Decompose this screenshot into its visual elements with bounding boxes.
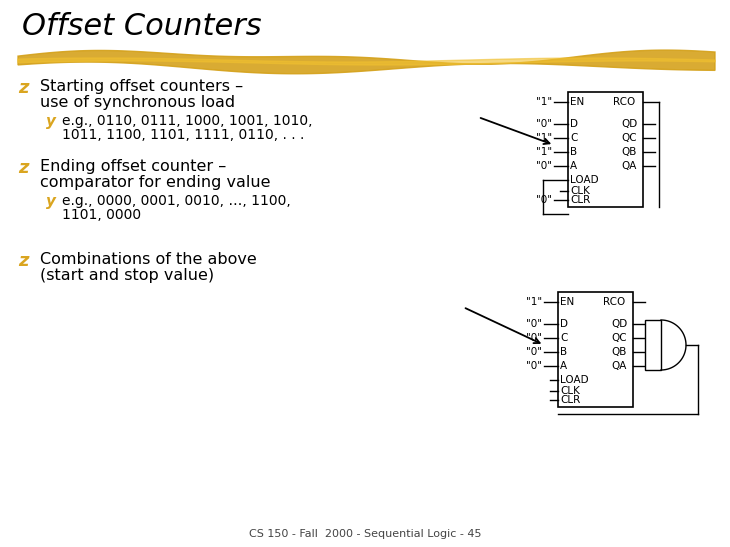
Text: C: C: [570, 133, 577, 143]
Polygon shape: [18, 58, 715, 65]
Text: "0": "0": [536, 195, 552, 205]
Bar: [568, 92, 643, 207]
Text: LOAD: LOAD: [570, 175, 599, 185]
Text: A: A: [570, 161, 577, 171]
Text: e.g., 0000, 0001, 0010, …, 1100,: e.g., 0000, 0001, 0010, …, 1100,: [62, 194, 291, 208]
Text: e.g., 0110, 0111, 1000, 1001, 1010,: e.g., 0110, 0111, 1000, 1001, 1010,: [62, 114, 312, 128]
Text: EN: EN: [570, 97, 584, 107]
Text: Starting offset counters –: Starting offset counters –: [40, 79, 243, 94]
Text: QC: QC: [621, 133, 637, 143]
Text: CLR: CLR: [570, 195, 591, 205]
Text: CS 150 - Fall  2000 - Sequential Logic - 45: CS 150 - Fall 2000 - Sequential Logic - …: [249, 529, 481, 539]
Text: 1011, 1100, 1101, 1111, 0110, . . .: 1011, 1100, 1101, 1111, 0110, . . .: [62, 128, 304, 142]
Text: D: D: [560, 319, 568, 329]
Text: Offset Counters: Offset Counters: [22, 12, 261, 41]
Text: CLK: CLK: [570, 186, 590, 196]
Text: (start and stop value): (start and stop value): [40, 268, 214, 283]
Text: "0": "0": [526, 333, 542, 343]
Text: B: B: [560, 347, 567, 357]
Text: EN: EN: [560, 297, 575, 307]
Text: "0": "0": [536, 161, 552, 171]
Text: "0": "0": [526, 361, 542, 371]
Text: z: z: [18, 79, 28, 97]
Text: "0": "0": [526, 319, 542, 329]
Text: A: A: [560, 361, 567, 371]
Text: QD: QD: [621, 119, 637, 129]
Text: QD: QD: [611, 319, 627, 329]
Text: Combinations of the above: Combinations of the above: [40, 252, 257, 267]
Text: B: B: [570, 147, 577, 157]
Text: "1": "1": [526, 297, 542, 307]
Text: y: y: [46, 114, 56, 129]
Text: "0": "0": [536, 119, 552, 129]
Polygon shape: [18, 50, 715, 74]
Text: y: y: [46, 194, 56, 209]
Text: QA: QA: [621, 161, 637, 171]
Text: "1": "1": [536, 133, 552, 143]
Text: use of synchronous load: use of synchronous load: [40, 95, 235, 110]
Bar: [645, 320, 661, 370]
Text: LOAD: LOAD: [560, 375, 588, 385]
Text: C: C: [560, 333, 567, 343]
Text: D: D: [570, 119, 578, 129]
Text: "0": "0": [526, 347, 542, 357]
Text: QB: QB: [621, 147, 637, 157]
Text: QB: QB: [611, 347, 626, 357]
Text: RCO: RCO: [613, 97, 635, 107]
Text: QA: QA: [611, 361, 626, 371]
Text: 1101, 0000: 1101, 0000: [62, 208, 141, 222]
Text: comparator for ending value: comparator for ending value: [40, 175, 271, 190]
Text: QC: QC: [611, 333, 626, 343]
Bar: [558, 292, 633, 407]
Text: RCO: RCO: [603, 297, 626, 307]
Text: z: z: [18, 159, 28, 177]
Text: Ending offset counter –: Ending offset counter –: [40, 159, 226, 174]
Text: "1": "1": [536, 97, 552, 107]
Text: "1": "1": [536, 147, 552, 157]
Text: CLR: CLR: [560, 395, 580, 405]
Text: CLK: CLK: [560, 386, 580, 396]
Text: z: z: [18, 252, 28, 270]
